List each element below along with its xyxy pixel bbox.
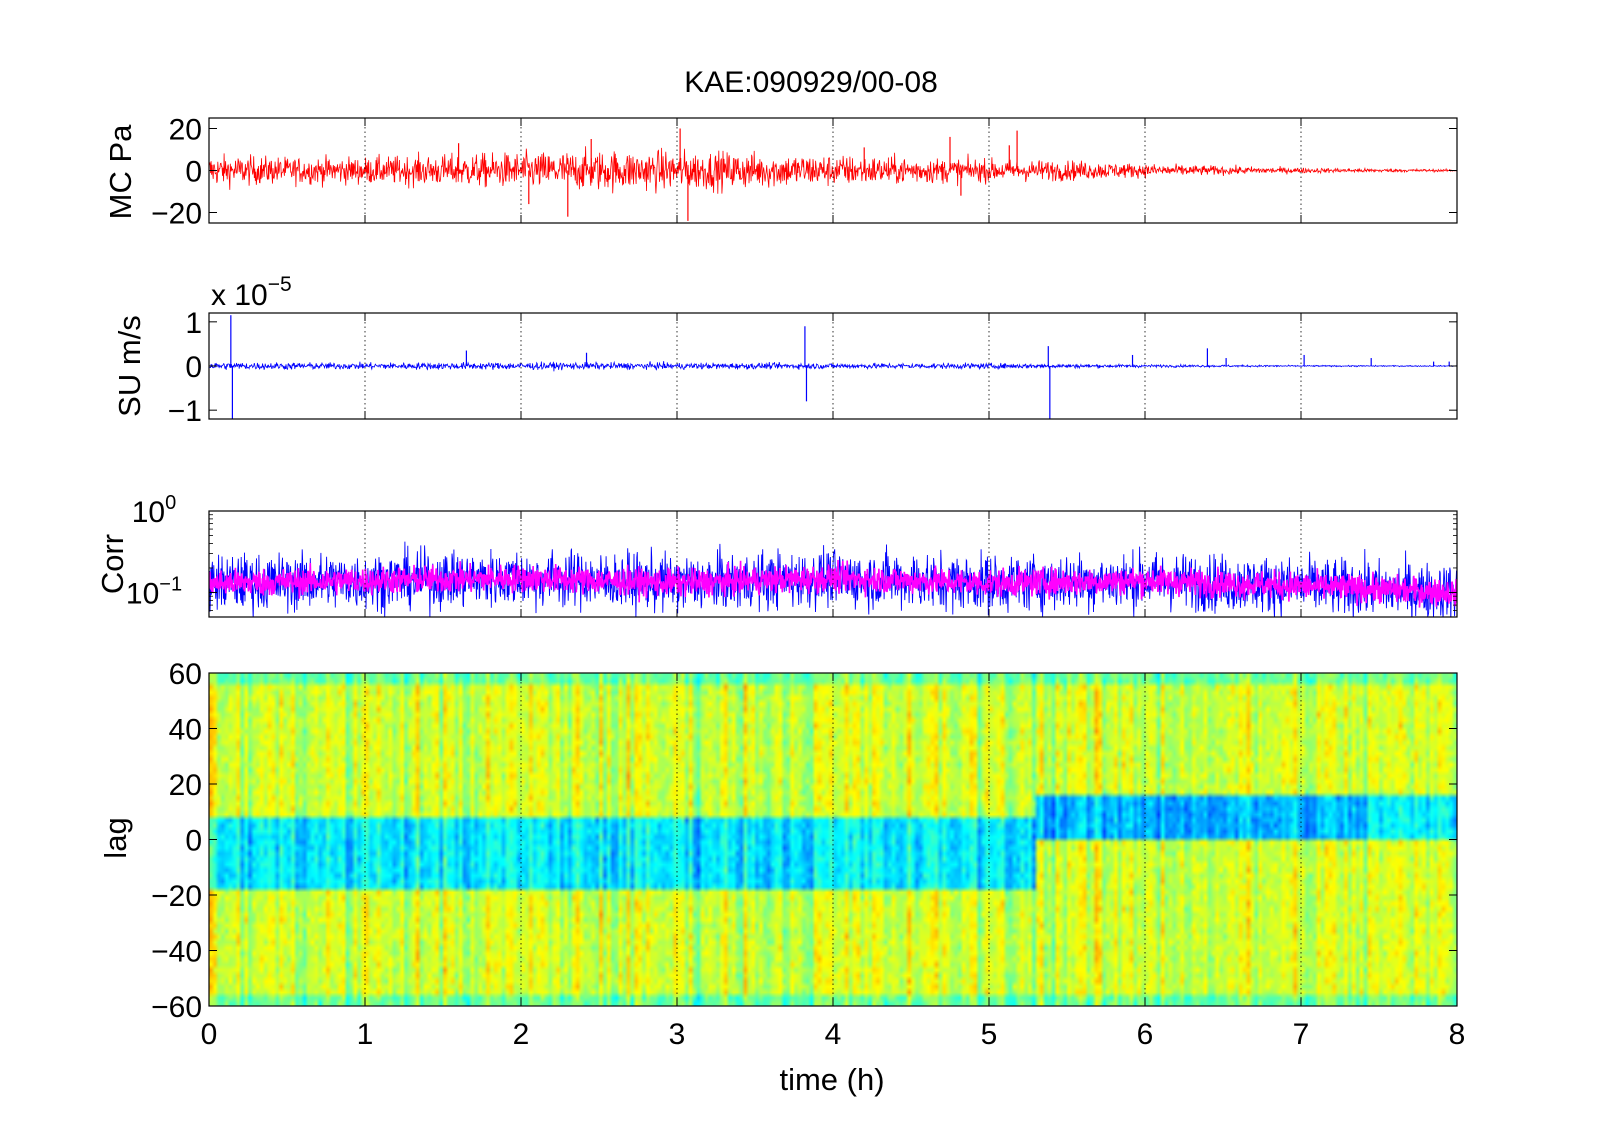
panel-lag-xtick-label: 4 [825, 1018, 842, 1051]
panel-lag-xtick-label: 8 [1449, 1018, 1466, 1051]
panel-lag-ytick-label: 0 [185, 825, 202, 858]
panel-corr-ytick-label: 100 [132, 492, 177, 529]
panel-corr-ytick-label: 10−1 [126, 573, 182, 610]
panel-lag-xtick-label: 0 [201, 1018, 218, 1051]
panel-lag-ytick-label: 40 [169, 714, 202, 747]
panel-su-axis: −1 0 1 [168, 307, 1458, 428]
panel-lag-xtick-label: 2 [513, 1018, 530, 1051]
panel-mc-ylabel: MC Pa [103, 124, 138, 220]
corr-series-group [209, 541, 1457, 617]
panel-lag-ytick-label: −60 [151, 991, 202, 1024]
corr-series-magenta [209, 559, 1457, 608]
panel-corr-ylabel: Corr [95, 534, 130, 594]
panel-mc-ytick-label: −20 [151, 198, 202, 231]
panel-lag-xtick-label: 7 [1293, 1018, 1310, 1051]
corr-series-blue [209, 541, 1457, 617]
panel-mc-axis: −20 0 20 [151, 114, 1458, 231]
panel-su-ytick-label: 1 [185, 307, 202, 340]
panel-su-ylabel: SU m/s [112, 315, 147, 417]
panel-lag-axis: 0 1 2 3 4 5 6 7 8 −60 −40 −20 0 20 40 60 [151, 658, 1465, 1051]
panel-lag-ytick-label: −20 [151, 880, 202, 913]
panel-lag-xtick-label: 6 [1137, 1018, 1154, 1051]
panel-lag-ytick-label: −40 [151, 936, 202, 969]
su-series-line [208, 360, 1457, 372]
panel-lag: 0 1 2 3 4 5 6 7 8 −60 −40 −20 0 20 40 60 lag time (h) [98, 658, 1465, 1097]
panel-lag-xtick-label: 5 [981, 1018, 998, 1051]
panel-su-plot [208, 315, 1457, 419]
panel-mc: −20 0 20 MC Pa [103, 114, 1458, 231]
panel-lag-ylabel: lag [98, 817, 133, 858]
panel-lag-xlabel: time (h) [779, 1062, 884, 1097]
panel-corr: 10−1 100 Corr [95, 492, 1458, 618]
panel-mc-ytick-label: 20 [169, 114, 202, 147]
panel-corr-axis: 10−1 100 [126, 492, 1458, 617]
panel-su: −1 0 1 x 10−5 SU m/s [112, 273, 1458, 428]
figure-title: KAE:090929/00-08 [684, 66, 938, 99]
panel-su-ytick-label: 0 [185, 351, 202, 384]
panel-su-exponent-power: −5 [268, 273, 292, 296]
panel-lag-ytick-label: 60 [169, 658, 202, 691]
panel-lag-ytick-label: 20 [169, 769, 202, 802]
panel-su-ytick-label: −1 [168, 395, 202, 428]
panel-su-exponent-base: x 10 [211, 279, 268, 312]
panel-su-exponent: x 10−5 [211, 273, 292, 312]
panel-lag-xtick-label: 1 [357, 1018, 374, 1051]
panel-mc-ytick-label: 0 [185, 156, 202, 189]
panel-corr-plot [209, 541, 1457, 617]
panel-lag-xtick-label: 3 [669, 1018, 686, 1051]
